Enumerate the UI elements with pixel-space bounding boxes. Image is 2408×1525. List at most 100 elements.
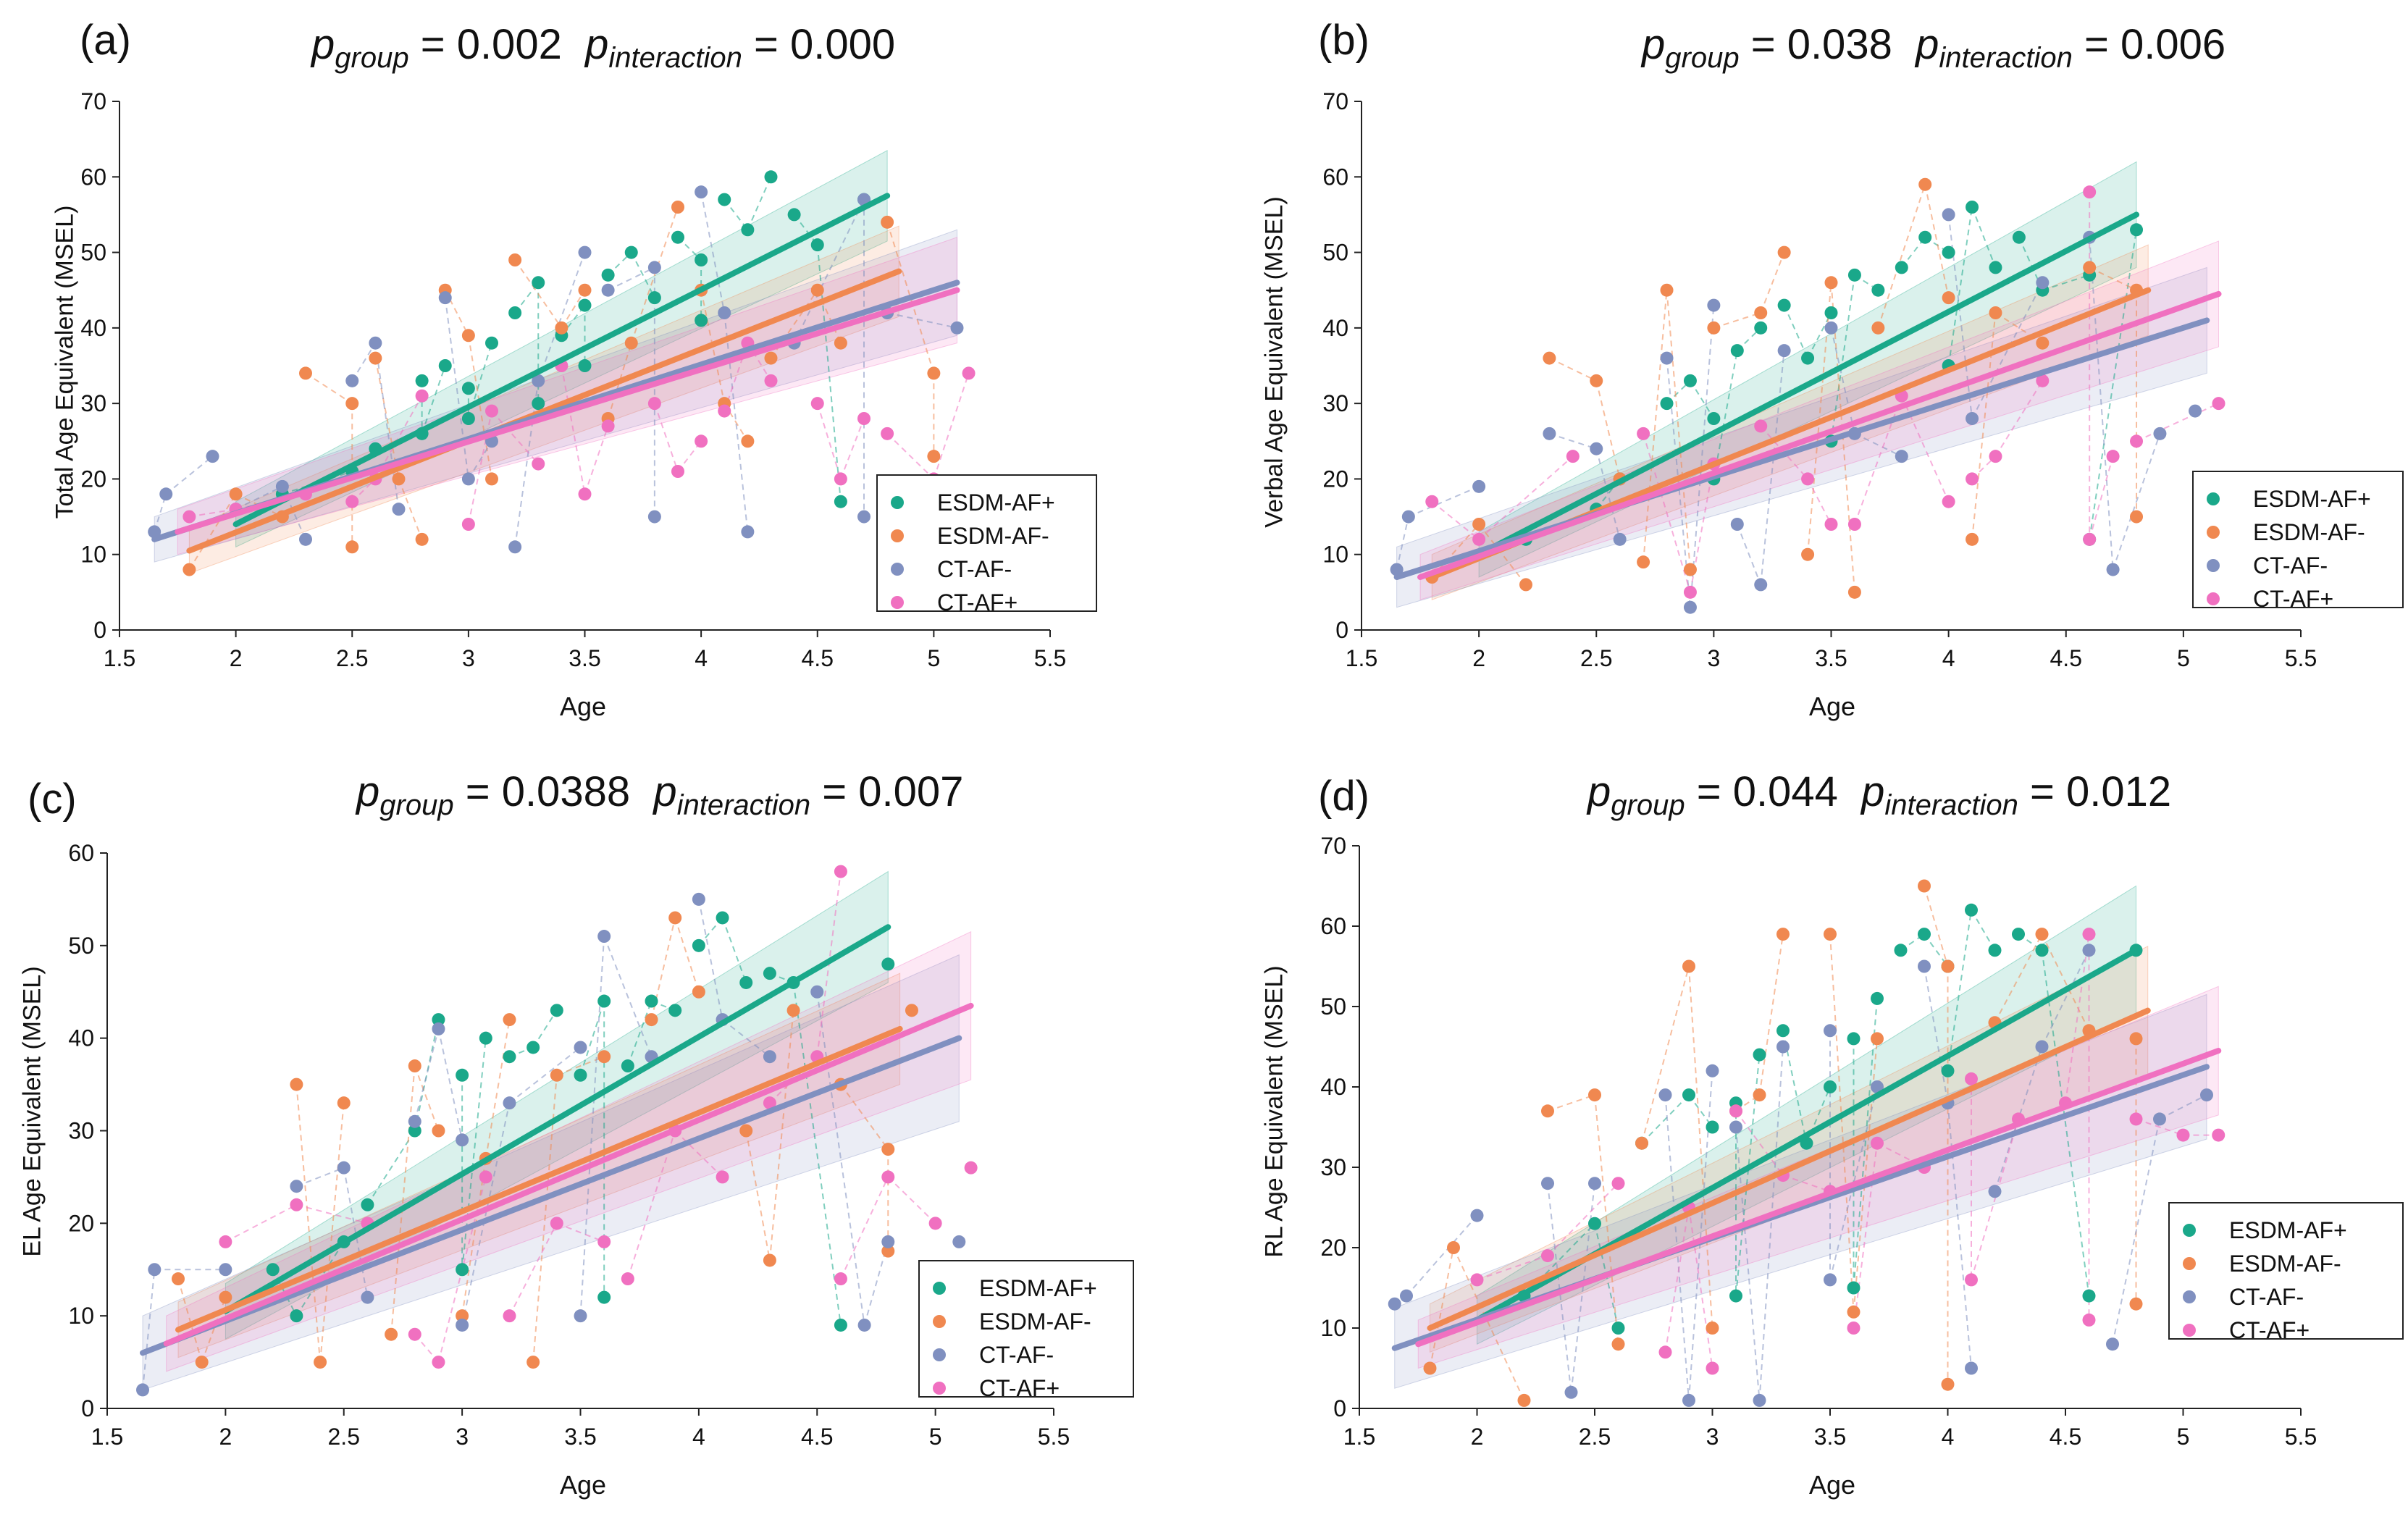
legend-entry: CT-AF-: [2207, 549, 2389, 582]
trajectory-line: [747, 343, 772, 382]
data-point: [578, 283, 592, 297]
trajectory-line: [444, 298, 469, 479]
trajectory-line: [154, 493, 167, 532]
y-tick-label: 0: [1335, 617, 1348, 643]
trajectory-line: [1758, 933, 1784, 1096]
data-point: [219, 1290, 232, 1304]
regression-line: [1417, 290, 2222, 580]
x-axis-label: Age: [559, 692, 607, 721]
trajectory-line: [414, 1065, 440, 1131]
trajectory-line: [1853, 998, 1878, 1288]
trajectory-line: [1829, 934, 1855, 1312]
x-tick-label: 2: [219, 1424, 232, 1450]
data-point: [857, 1318, 871, 1332]
x-tick-label: 4.5: [2050, 1424, 2081, 1450]
data-point: [408, 1114, 421, 1128]
data-point: [2035, 928, 2049, 941]
legend-marker: [2183, 1324, 2196, 1337]
data-point: [1541, 1177, 1554, 1190]
legend-entry: CT-AF+: [2207, 582, 2389, 616]
trajectory-line: [1690, 380, 1715, 419]
x-tick-label: 5: [929, 1424, 942, 1450]
data-point: [1401, 510, 1415, 524]
legend-marker: [933, 1315, 946, 1328]
data-point: [1847, 1032, 1860, 1046]
trajectory-line: [1971, 1119, 2019, 1280]
data-point: [671, 230, 684, 244]
data-point: [2153, 1112, 2166, 1126]
trajectory-line: [461, 1038, 487, 1270]
data-point: [2129, 1297, 2143, 1311]
data-point: [345, 540, 359, 554]
y-tick-label: 30: [1322, 390, 1348, 416]
y-tick-label: 30: [80, 390, 106, 416]
trajectory-line: [1760, 350, 1785, 585]
legend-entry: ESDM-AF+: [933, 1272, 1120, 1305]
legend-marker: [2183, 1290, 2196, 1303]
data-point: [2200, 1088, 2213, 1102]
data-point: [764, 170, 778, 184]
p-interaction-value: 0.006: [2120, 21, 2226, 68]
confidence-band: [1396, 266, 2207, 608]
trajectory-line: [374, 343, 400, 510]
data-point: [555, 321, 569, 335]
legend-marker: [2207, 492, 2220, 505]
trajectory-line: [2041, 950, 2090, 1296]
data-point: [578, 245, 592, 259]
legend-entry: CT-AF+: [933, 1371, 1120, 1405]
y-tick-label: 20: [80, 466, 106, 492]
data-point: [1941, 1064, 1955, 1077]
data-point: [337, 1096, 351, 1110]
p-group-subscript: group: [1665, 42, 1740, 74]
data-point: [1989, 450, 2002, 463]
data-point: [695, 314, 708, 327]
data-point: [1777, 298, 1791, 312]
data-point: [1824, 321, 1838, 335]
data-point: [645, 994, 658, 1008]
data-point: [671, 465, 684, 478]
x-tick-label: 3: [1707, 645, 1720, 671]
legend-marker: [2207, 526, 2220, 539]
trajectory-line: [390, 1065, 416, 1335]
data-point: [574, 1309, 587, 1323]
data-point: [159, 487, 173, 501]
legend-entry: CT-AF-: [891, 553, 1083, 586]
data-point: [1847, 1305, 1860, 1319]
legend-entry: ESDM-AF+: [891, 486, 1083, 519]
trajectory-line: [1549, 432, 1597, 450]
data-point: [763, 1050, 776, 1064]
data-point: [810, 397, 824, 411]
trajectory-line: [1594, 1095, 1619, 1345]
x-tick-label: 4: [695, 645, 708, 671]
legend-entry: ESDM-AF-: [2207, 516, 2389, 549]
p-group-symbol: p: [356, 768, 380, 815]
data-point: [1517, 1393, 1531, 1407]
trajectory-line: [461, 1158, 487, 1316]
y-tick-label: 60: [1322, 164, 1348, 190]
data-point: [692, 985, 705, 999]
trajectory-line: [1782, 1030, 1808, 1143]
data-point: [432, 1356, 445, 1369]
data-point: [1941, 959, 1955, 973]
data-point: [1730, 344, 1744, 358]
trajectory-line: [1523, 1223, 1595, 1297]
data-point: [503, 1309, 516, 1323]
y-tick-label: 30: [68, 1118, 94, 1144]
data-point: [1543, 427, 1556, 440]
data-point: [503, 1013, 516, 1027]
data-point: [695, 434, 708, 448]
p-group-subscript: group: [379, 789, 454, 821]
x-axis-label: Age: [1808, 1470, 1856, 1500]
trajectory-line: [792, 982, 842, 1326]
data-point: [1824, 306, 1838, 319]
legend-entry: ESDM-AF-: [891, 519, 1083, 553]
data-point: [1847, 1281, 1860, 1295]
y-tick-label: 70: [1322, 88, 1348, 114]
trajectory-line: [603, 936, 653, 1057]
panel-letter: (d): [1318, 773, 1369, 820]
trajectory-line: [674, 917, 700, 993]
p-interaction-value: 0.007: [858, 768, 964, 815]
data-point: [574, 1068, 587, 1082]
y-tick-label: 50: [80, 240, 106, 266]
chart-title: pgroup = 0.002 pinteraction = 0.000: [311, 21, 896, 74]
